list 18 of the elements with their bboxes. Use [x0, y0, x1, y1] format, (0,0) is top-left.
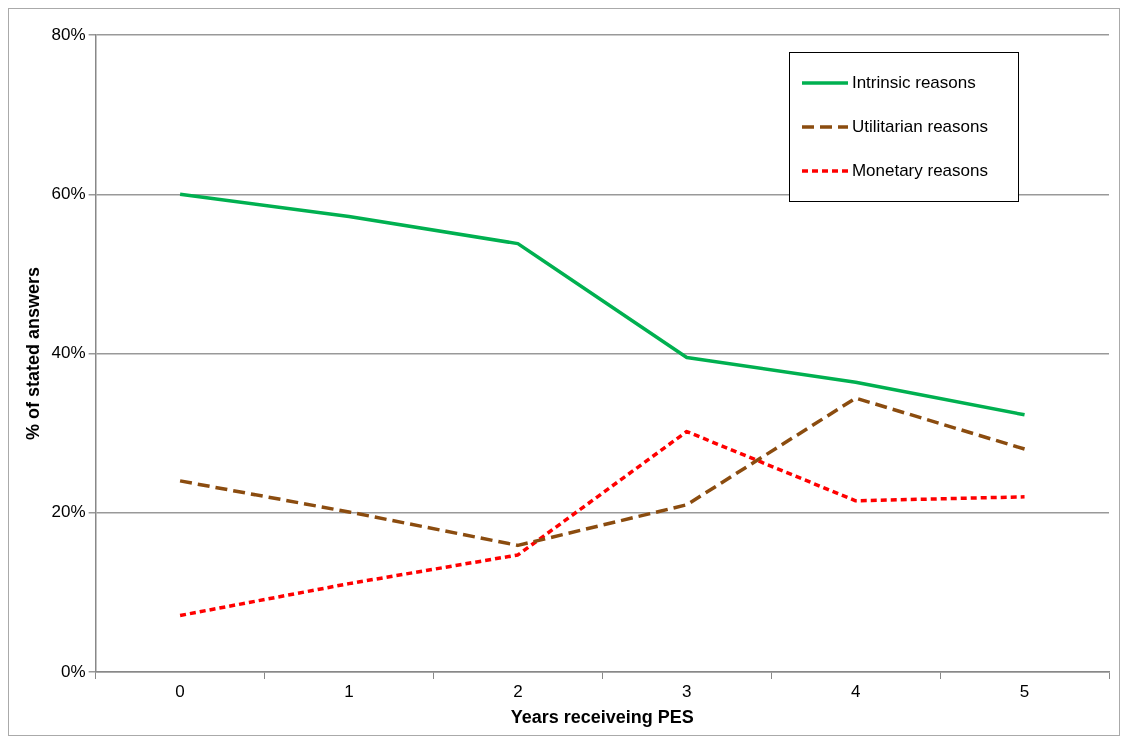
y-axis-title: % of stated answers [22, 266, 43, 441]
x-tick-label: 0 [175, 681, 185, 701]
x-tick-label: 2 [513, 681, 523, 701]
line-series [178, 429, 1027, 618]
x-tick-label: 4 [850, 681, 861, 701]
legend-label: Utilitarian reasons [851, 117, 988, 137]
x-tick-label: 1 [344, 681, 354, 701]
x-axis-title: Years receiveing PES [510, 707, 694, 728]
x-tick-label: 5 [1019, 681, 1030, 701]
line-series [178, 396, 1027, 548]
y-tick-label: 0% [61, 661, 86, 681]
y-tick-label: 80% [51, 24, 86, 44]
y-tick-label: 60% [51, 183, 86, 203]
legend-label: Intrinsic reasons [851, 73, 976, 93]
x-tick-label: 3 [682, 681, 692, 701]
y-tick-label: 20% [51, 502, 86, 522]
legend-label: Monetary reasons [851, 161, 988, 181]
y-tick-label: 40% [51, 343, 86, 363]
